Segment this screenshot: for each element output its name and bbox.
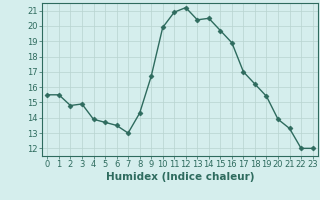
X-axis label: Humidex (Indice chaleur): Humidex (Indice chaleur): [106, 172, 254, 182]
